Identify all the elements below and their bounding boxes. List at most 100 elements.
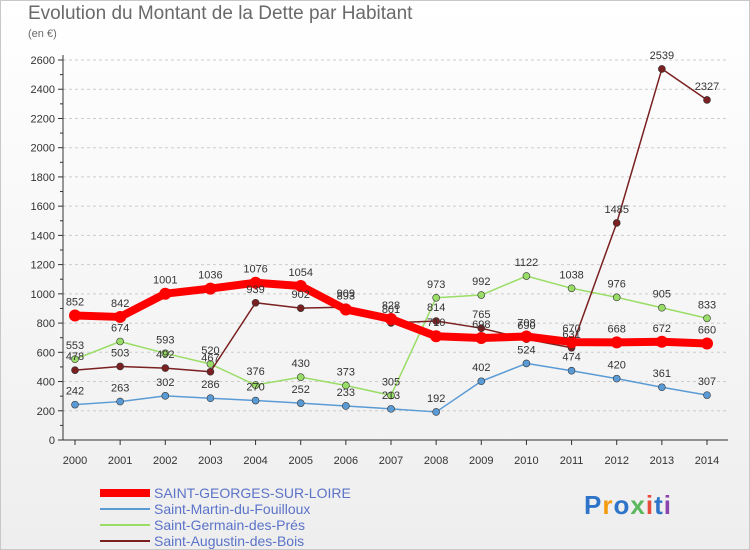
data-point — [296, 373, 305, 381]
legend-entry: Saint-Augustin-des-Bois — [100, 533, 351, 549]
data-point — [161, 392, 170, 400]
data-point — [703, 391, 711, 399]
x-tick-label: 2006 — [334, 455, 358, 467]
y-tick-label: 200 — [37, 406, 55, 418]
data-point — [342, 381, 350, 390]
y-tick-label: 2600 — [31, 55, 55, 67]
data-point — [71, 400, 79, 409]
x-tick-label: 2002 — [153, 455, 177, 467]
data-label: 1054 — [288, 267, 312, 279]
y-tick-label: 0 — [49, 435, 55, 447]
legend-entry: Saint-Martin-du-Fouilloux — [100, 501, 351, 517]
y-tick-label: 2200 — [31, 113, 55, 125]
legend-label: Saint-Germain-des-Prés — [154, 517, 305, 533]
data-point — [565, 336, 578, 349]
data-label: 233 — [337, 387, 355, 399]
data-label: 976 — [608, 278, 626, 290]
data-point — [477, 291, 486, 299]
x-tick-label: 2000 — [63, 455, 87, 467]
data-label: 474 — [562, 352, 580, 364]
data-label: 814 — [427, 302, 445, 314]
data-point — [701, 337, 713, 350]
series-0 — [69, 276, 713, 350]
data-point — [612, 374, 621, 383]
data-label: 905 — [653, 289, 671, 301]
data-label: 902 — [292, 289, 310, 301]
legend-swatch — [100, 508, 150, 510]
data-point — [387, 391, 395, 400]
data-label: 1038 — [559, 269, 583, 281]
data-label: 765 — [472, 309, 490, 321]
data-label: 524 — [517, 344, 535, 356]
data-point — [655, 335, 668, 348]
data-label: 420 — [608, 360, 626, 372]
data-label: 1485 — [604, 204, 628, 216]
data-point — [567, 366, 576, 375]
x-tick-label: 2007 — [379, 455, 403, 467]
data-label: 553 — [66, 340, 84, 352]
legend-entry: Saint-Germain-des-Prés — [100, 517, 351, 533]
data-label: 307 — [698, 376, 716, 388]
data-label: 1001 — [153, 275, 177, 287]
y-tick-label: 1000 — [31, 289, 55, 301]
data-point — [432, 293, 440, 302]
y-tick-label: 400 — [37, 377, 55, 389]
data-point — [206, 367, 215, 376]
data-label: 242 — [66, 386, 84, 398]
data-label: 698 — [472, 319, 490, 331]
data-point — [567, 284, 576, 293]
data-point — [610, 336, 623, 349]
data-label: 430 — [292, 358, 310, 370]
data-point — [296, 304, 305, 312]
y-tick-label: 2000 — [31, 143, 55, 155]
x-tick-label: 2010 — [514, 455, 538, 467]
data-point — [520, 330, 533, 343]
data-point — [658, 65, 666, 73]
data-label: 801 — [382, 304, 400, 316]
legend-label: Saint-Augustin-des-Bois — [154, 533, 305, 549]
data-point — [116, 362, 124, 371]
series-1 — [71, 359, 711, 416]
data-point — [658, 303, 666, 312]
legend: SAINT-GEORGES-SUR-LOIRE Saint-Martin-du-F… — [100, 485, 351, 549]
data-point — [251, 381, 260, 389]
data-label: 893 — [337, 290, 355, 302]
data-label: 668 — [608, 323, 626, 335]
data-label: 670 — [562, 323, 580, 335]
data-label: 402 — [472, 362, 490, 374]
data-point — [159, 287, 172, 300]
data-label: 690 — [517, 320, 535, 332]
data-point — [339, 303, 352, 316]
data-label: 213 — [382, 390, 400, 402]
data-label: 2327 — [695, 81, 719, 93]
data-label: 2539 — [650, 50, 674, 62]
data-point — [703, 314, 711, 323]
data-point — [430, 330, 443, 343]
data-label: 305 — [382, 376, 400, 388]
data-label: 828 — [382, 300, 400, 312]
data-label: 286 — [201, 379, 219, 391]
data-label: 503 — [111, 347, 129, 359]
data-point — [206, 360, 215, 368]
data-label: 593 — [156, 334, 174, 346]
data-point — [116, 337, 124, 346]
data-label: 660 — [698, 325, 716, 337]
legend-label: SAINT-GEORGES-SUR-LOIRE — [154, 485, 351, 501]
data-point — [477, 377, 486, 386]
y-tick-label: 2400 — [31, 84, 55, 96]
data-label: 1076 — [243, 264, 267, 276]
data-label: 467 — [201, 353, 219, 365]
data-label: 1036 — [198, 270, 222, 282]
data-label: 376 — [246, 366, 264, 378]
data-label: 631 — [562, 329, 580, 341]
data-label: 833 — [698, 299, 716, 311]
data-point — [251, 396, 260, 405]
data-point — [475, 331, 488, 344]
data-point — [342, 402, 350, 410]
series-2 — [71, 272, 711, 400]
legend-swatch — [100, 524, 150, 526]
x-tick-label: 2012 — [604, 455, 628, 467]
data-point — [249, 276, 262, 289]
data-point — [658, 383, 666, 392]
